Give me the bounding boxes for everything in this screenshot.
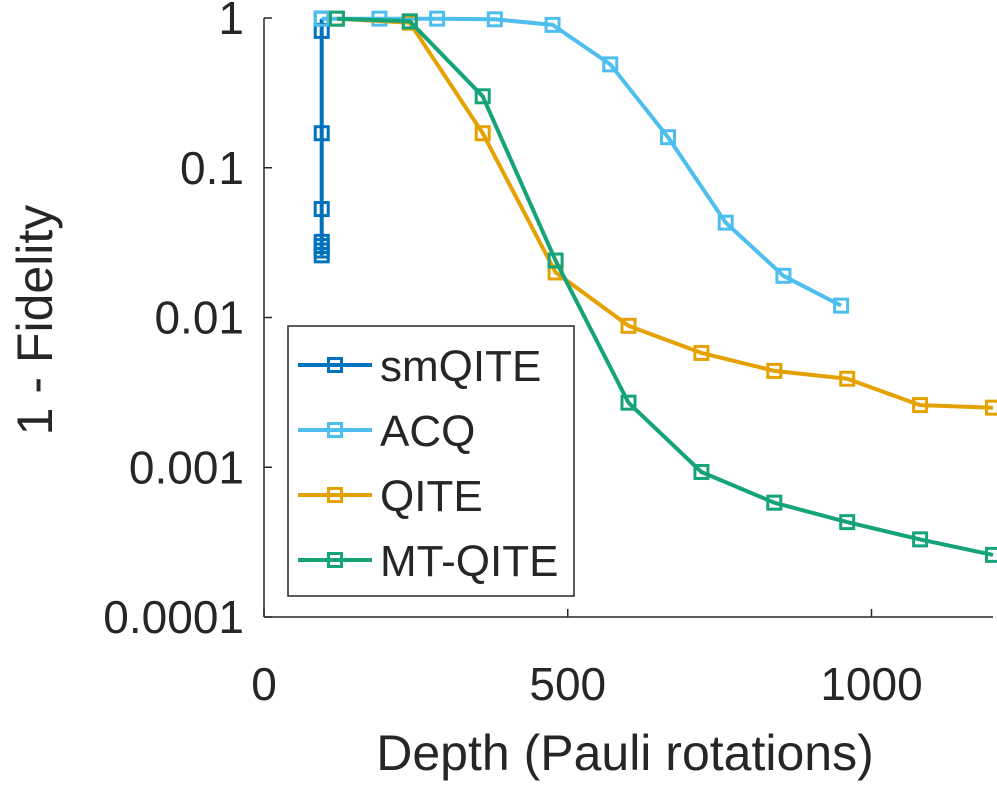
data-point-marker bbox=[429, 10, 446, 27]
legend-item: smQITE bbox=[298, 342, 541, 391]
series-line bbox=[336, 16, 994, 557]
data-point-marker bbox=[486, 11, 503, 28]
data-point-marker bbox=[313, 233, 330, 250]
y-tick-label: 0.001 bbox=[129, 441, 244, 493]
data-point-marker bbox=[693, 344, 710, 361]
data-point-marker bbox=[313, 10, 330, 27]
legend-item: MT-QITE bbox=[298, 537, 558, 586]
data-point-marker bbox=[328, 10, 345, 27]
legend-swatch-marker bbox=[327, 357, 343, 373]
data-point-marker bbox=[766, 494, 783, 511]
data-point-marker bbox=[775, 267, 792, 284]
data-point-marker bbox=[833, 297, 850, 314]
data-point-marker bbox=[401, 13, 418, 30]
legend: smQITE ACQ QITE MT-QITE bbox=[287, 325, 575, 597]
data-point-marker bbox=[313, 125, 330, 142]
y-tick-label: 0.01 bbox=[154, 292, 244, 344]
data-point-marker bbox=[985, 546, 997, 563]
data-point-marker bbox=[766, 362, 783, 379]
data-point-marker bbox=[839, 370, 856, 387]
x-axis-label: Depth (Pauli rotations) bbox=[376, 725, 873, 781]
series-mt-qite bbox=[328, 10, 997, 563]
legend-swatch-marker bbox=[327, 487, 343, 503]
y-axis-label: 1 - Fidelity bbox=[7, 205, 63, 436]
axes: 0 500 1000 1 0.1 0.01 0.001 0.0001 bbox=[103, 0, 993, 710]
legend-item: ACQ bbox=[298, 407, 475, 456]
data-point-marker bbox=[985, 399, 997, 416]
legend-swatch-marker bbox=[327, 552, 343, 568]
series-line bbox=[336, 16, 994, 410]
legend-item: QITE bbox=[298, 472, 483, 521]
series-smqite bbox=[313, 10, 330, 264]
data-point-marker bbox=[659, 129, 676, 146]
data-point-marker bbox=[717, 214, 734, 231]
data-point-marker bbox=[313, 201, 330, 218]
y-tick-label: 0.0001 bbox=[103, 591, 244, 643]
y-tick-label: 1 bbox=[218, 0, 244, 44]
data-point-marker bbox=[602, 56, 619, 73]
y-tick-label: 0.1 bbox=[180, 142, 244, 194]
data-point-marker bbox=[693, 463, 710, 480]
legend-label: ACQ bbox=[380, 407, 475, 456]
legend-swatch-marker bbox=[327, 422, 343, 438]
data-point-marker bbox=[620, 394, 637, 411]
data-point-marker bbox=[912, 531, 929, 548]
data-point-marker bbox=[912, 397, 929, 414]
data-point-marker bbox=[544, 16, 561, 33]
data-point-marker bbox=[620, 317, 637, 334]
series-lines bbox=[313, 10, 997, 563]
data-point-marker bbox=[474, 125, 491, 142]
x-tick-label: 0 bbox=[251, 658, 277, 710]
data-point-marker bbox=[839, 514, 856, 531]
legend-label: smQITE bbox=[380, 342, 541, 391]
data-point-marker bbox=[474, 88, 491, 105]
x-tick-label: 500 bbox=[529, 658, 606, 710]
x-tick-label: 1000 bbox=[820, 658, 922, 710]
series-line bbox=[321, 16, 843, 308]
data-point-marker bbox=[547, 252, 564, 269]
series-acq bbox=[313, 10, 850, 314]
legend-label: MT-QITE bbox=[380, 537, 558, 586]
legend-label: QITE bbox=[380, 472, 483, 521]
